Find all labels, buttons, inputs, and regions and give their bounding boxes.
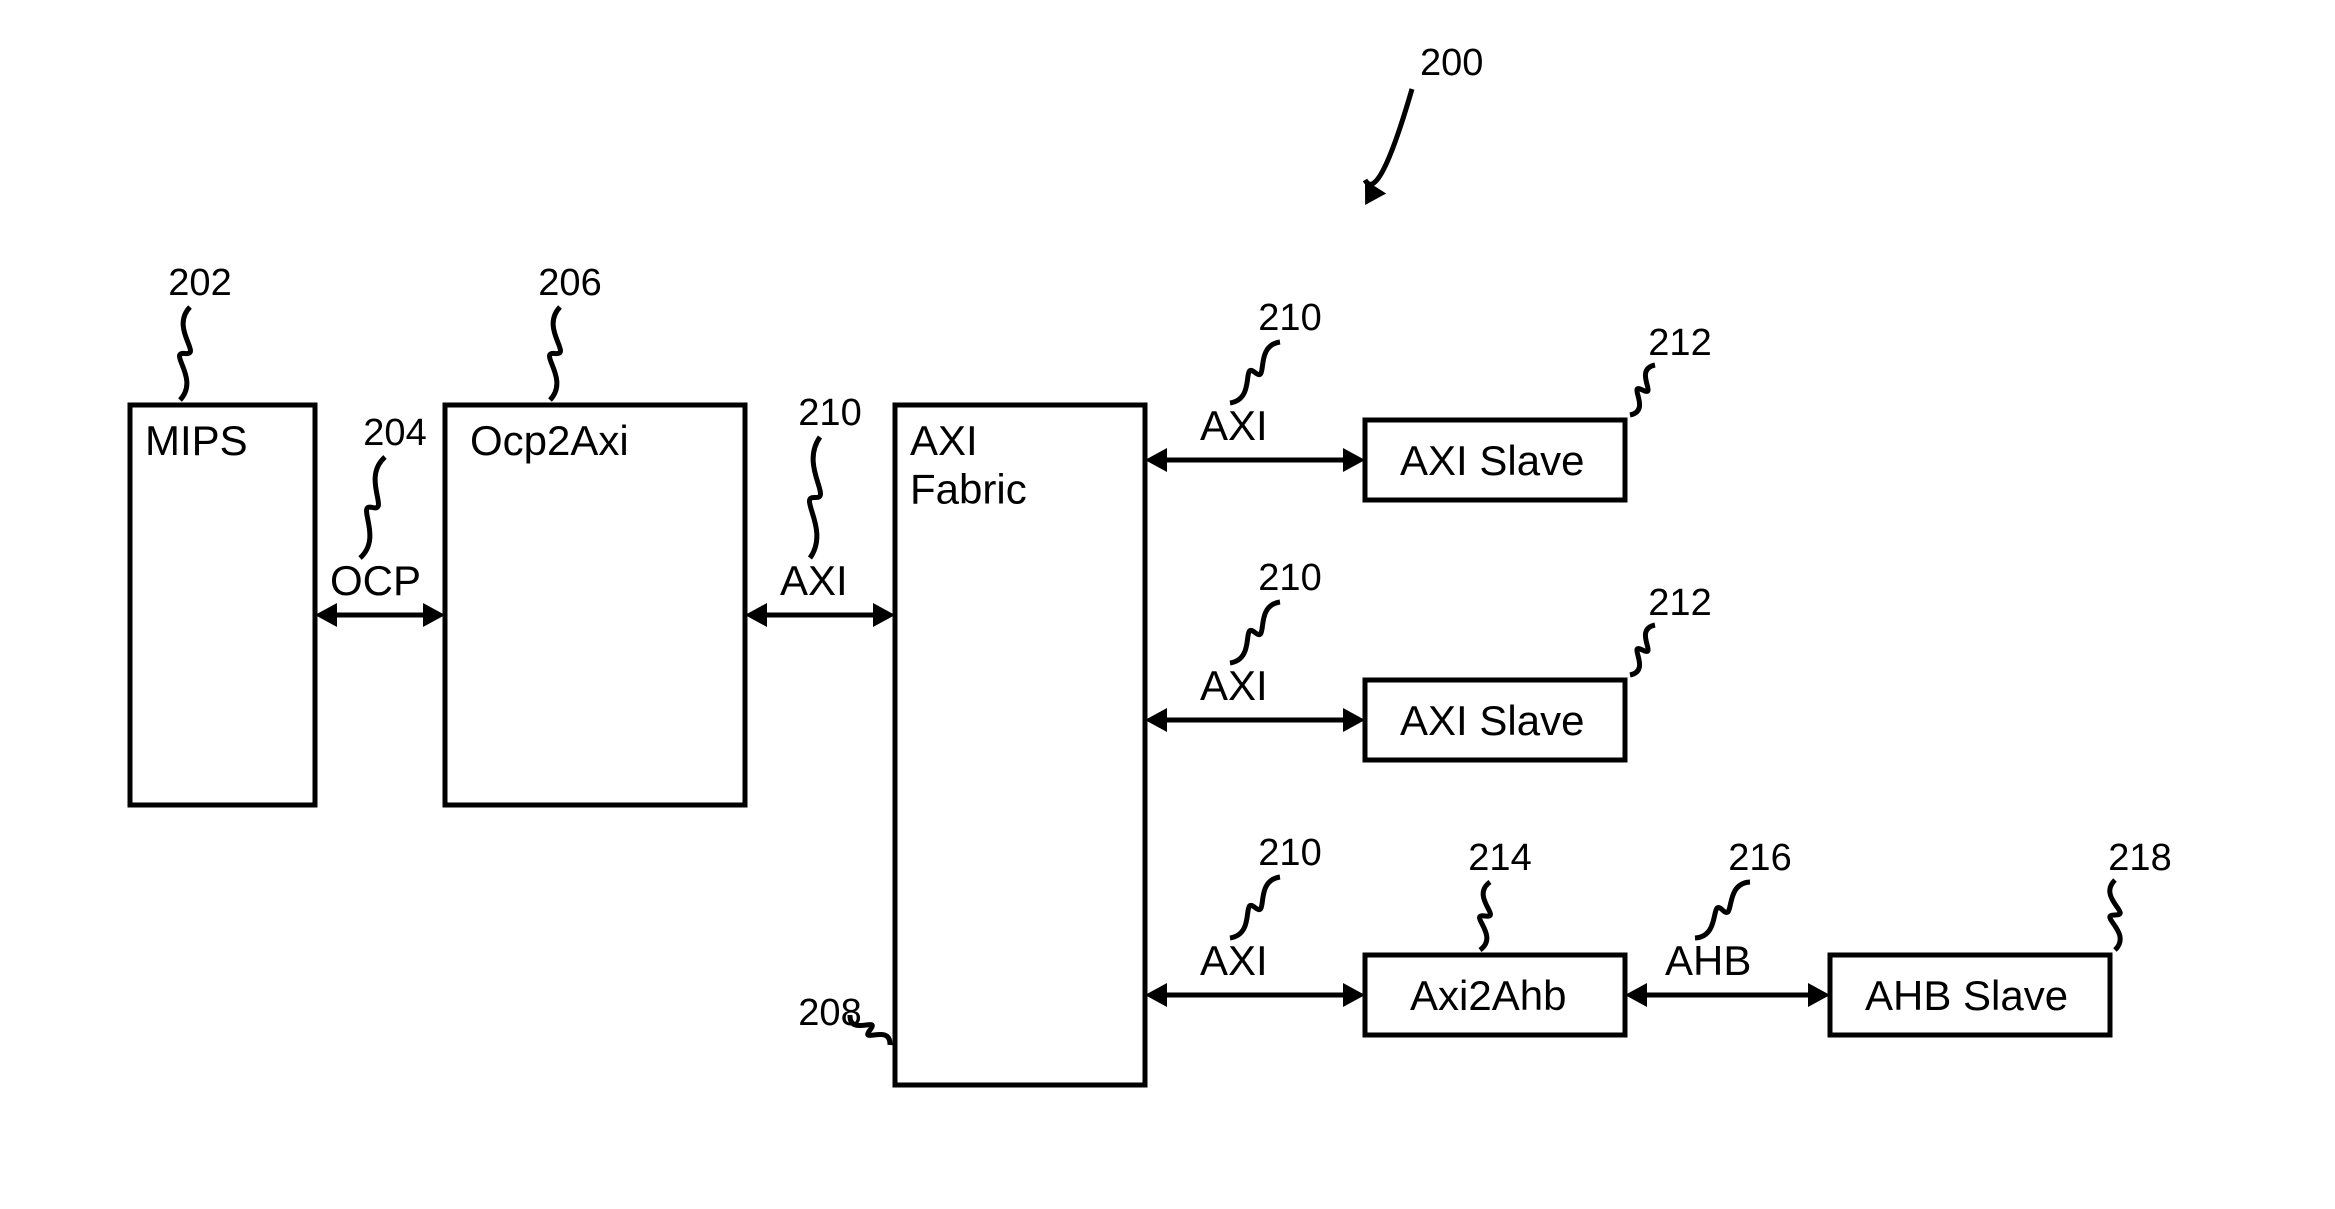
box-axislave2-label: AXI Slave — [1400, 697, 1584, 744]
connector-axi3-ref: 210 — [1258, 832, 1321, 874]
connector-axi1 — [1145, 448, 1365, 472]
box-fabric: AXIFabric — [895, 405, 1145, 1085]
figure-ref: 200 — [1420, 42, 1483, 84]
ref-mips: 202 — [168, 262, 231, 304]
connector-axi3-label: AXI — [1200, 937, 1268, 984]
ref-ocp2axi: 206 — [538, 262, 601, 304]
connector-axi3 — [1145, 983, 1365, 1007]
box-ocp2axi: Ocp2Axi — [445, 405, 745, 805]
ref-axislave1: 212 — [1648, 322, 1711, 364]
connector-axi1-label: AXI — [1200, 402, 1268, 449]
box-axislave2: AXI Slave — [1365, 680, 1625, 760]
connector-ocp-label: OCP — [330, 557, 421, 604]
box-axi2ahb-label: Axi2Ahb — [1410, 972, 1566, 1019]
box-ocp2axi-label: Ocp2Axi — [470, 417, 629, 464]
connector-ocp — [315, 603, 445, 627]
connector-ahb — [1625, 983, 1830, 1007]
box-mips-label: MIPS — [145, 417, 248, 464]
connector-axi0 — [745, 603, 895, 627]
box-axi2ahb: Axi2Ahb — [1365, 955, 1625, 1035]
ref-axislave2: 212 — [1648, 582, 1711, 624]
box-ahbslave: AHB Slave — [1830, 955, 2110, 1035]
ref-ahbslave: 218 — [2108, 837, 2171, 879]
box-axislave1: AXI Slave — [1365, 420, 1625, 500]
connector-axi1-ref: 210 — [1258, 297, 1321, 339]
box-mips: MIPS — [130, 405, 315, 805]
connector-axi2 — [1145, 708, 1365, 732]
connector-axi2-ref: 210 — [1258, 557, 1321, 599]
connector-axi0-label: AXI — [780, 557, 848, 604]
box-axislave1-label: AXI Slave — [1400, 437, 1584, 484]
connector-ahb-ref: 216 — [1728, 837, 1791, 879]
ref-fabric: 208 — [798, 992, 861, 1034]
connector-ocp-ref: 204 — [363, 412, 426, 454]
ref-axi2ahb: 214 — [1468, 837, 1531, 879]
connector-axi2-label: AXI — [1200, 662, 1268, 709]
connector-ahb-label: AHB — [1665, 937, 1751, 984]
box-ahbslave-label: AHB Slave — [1865, 972, 2068, 1019]
connector-axi0-ref: 210 — [798, 392, 861, 434]
